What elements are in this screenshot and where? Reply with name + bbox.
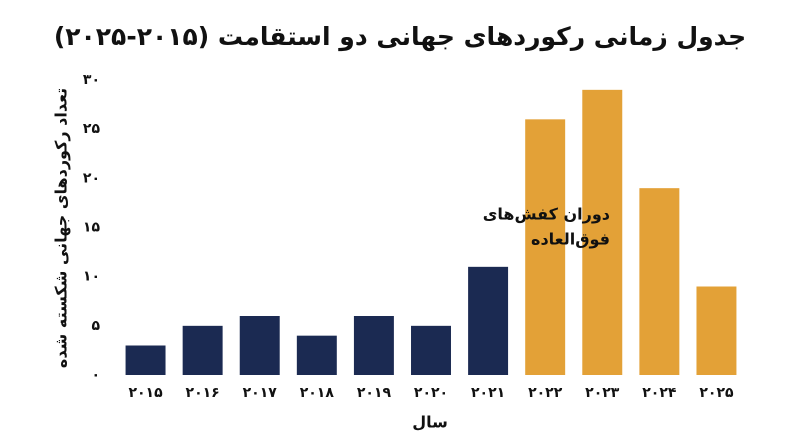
x-tick-label: ۲۰۱۵ (128, 385, 163, 401)
bar (582, 89, 623, 375)
x-tick-label: ۲۰۱۷ (243, 385, 278, 401)
x-tick-label: ۲۰۱۹ (357, 385, 392, 401)
x-tick-label: ۲۰۱۶ (186, 385, 220, 401)
bar (125, 345, 166, 375)
x-tick-label: ۲۰۲۰ (414, 385, 448, 401)
x-tick-label: ۲۰۱۸ (300, 385, 335, 401)
bar (525, 119, 566, 375)
bar (182, 325, 223, 375)
annotation: فوق‌العاده (531, 230, 610, 249)
bar (239, 316, 280, 375)
x-tick-label: ۲۰۲۴ (642, 385, 677, 401)
bar (639, 188, 680, 375)
y-axis-label: تعداد رکوردهای جهانی شکسته شده (52, 88, 71, 368)
bar (468, 266, 509, 375)
x-axis-label: سال (412, 413, 448, 432)
y-tick-label: ۰ (91, 367, 100, 383)
x-tick-label: ۲۰۲۲ (528, 385, 563, 401)
y-tick-label: ۲۵ (83, 121, 101, 137)
x-tick-label: ۲۰۲۱ (471, 385, 505, 401)
bar (696, 286, 737, 375)
x-tick-label: ۲۰۲۳ (585, 385, 620, 401)
y-tick-label: ۱۵ (83, 220, 101, 236)
bar (296, 335, 337, 375)
y-tick-label: ۱۰ (83, 269, 100, 285)
bar (353, 316, 394, 375)
chart-title: جدول زمانی رکوردهای جهانی دو استقامت (۲۰… (54, 22, 746, 52)
bar (411, 325, 451, 375)
y-tick-label: ۲۰ (83, 170, 100, 186)
x-tick-label: ۲۰۲۵ (699, 385, 734, 401)
annotation: دوران کفش‌های (483, 205, 610, 224)
y-tick-label: ۵ (91, 318, 100, 334)
y-tick-label: ۳۰ (83, 72, 100, 88)
